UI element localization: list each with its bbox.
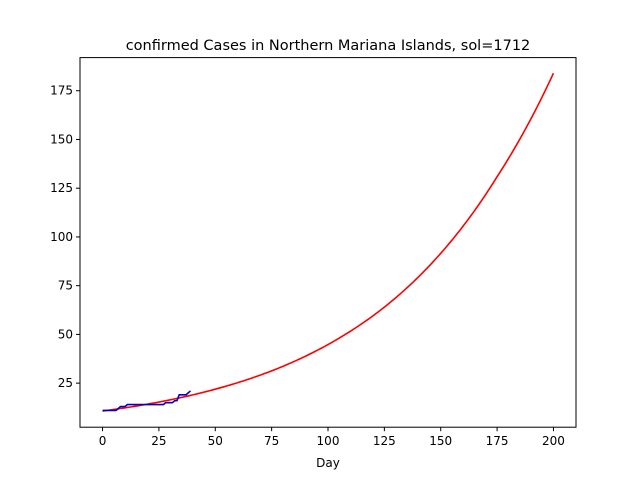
x-tick-label: 25	[151, 434, 166, 448]
x-tick-label: 100	[317, 434, 340, 448]
x-tick-label: 125	[373, 434, 396, 448]
y-tick-label: 125	[50, 181, 73, 195]
tick-group: 0 25 50 75 100 125 150 175 200 25 50 75 100 125 150 175	[50, 84, 565, 448]
series-line-2	[102, 390, 191, 412]
y-tick-label: 150	[50, 132, 73, 146]
chart-title: confirmed Cases in Northern Mariana Isla…	[126, 38, 531, 54]
y-tick-label: 175	[50, 84, 73, 98]
x-tick-label: 200	[542, 434, 565, 448]
axes-frame	[79, 57, 577, 428]
x-tick-label: 0	[99, 434, 107, 448]
y-tick-label: 100	[50, 230, 73, 244]
x-tick-label: 150	[429, 434, 452, 448]
y-tick-label: 75	[58, 279, 73, 293]
series-group	[102, 72, 555, 412]
x-tick-label: 75	[264, 434, 279, 448]
y-tick-label: 50	[58, 327, 73, 341]
x-tick-label: 50	[208, 434, 223, 448]
y-tick-label: 25	[58, 376, 73, 390]
x-axis-label: Day	[316, 456, 340, 470]
x-tick-label: 175	[486, 434, 509, 448]
